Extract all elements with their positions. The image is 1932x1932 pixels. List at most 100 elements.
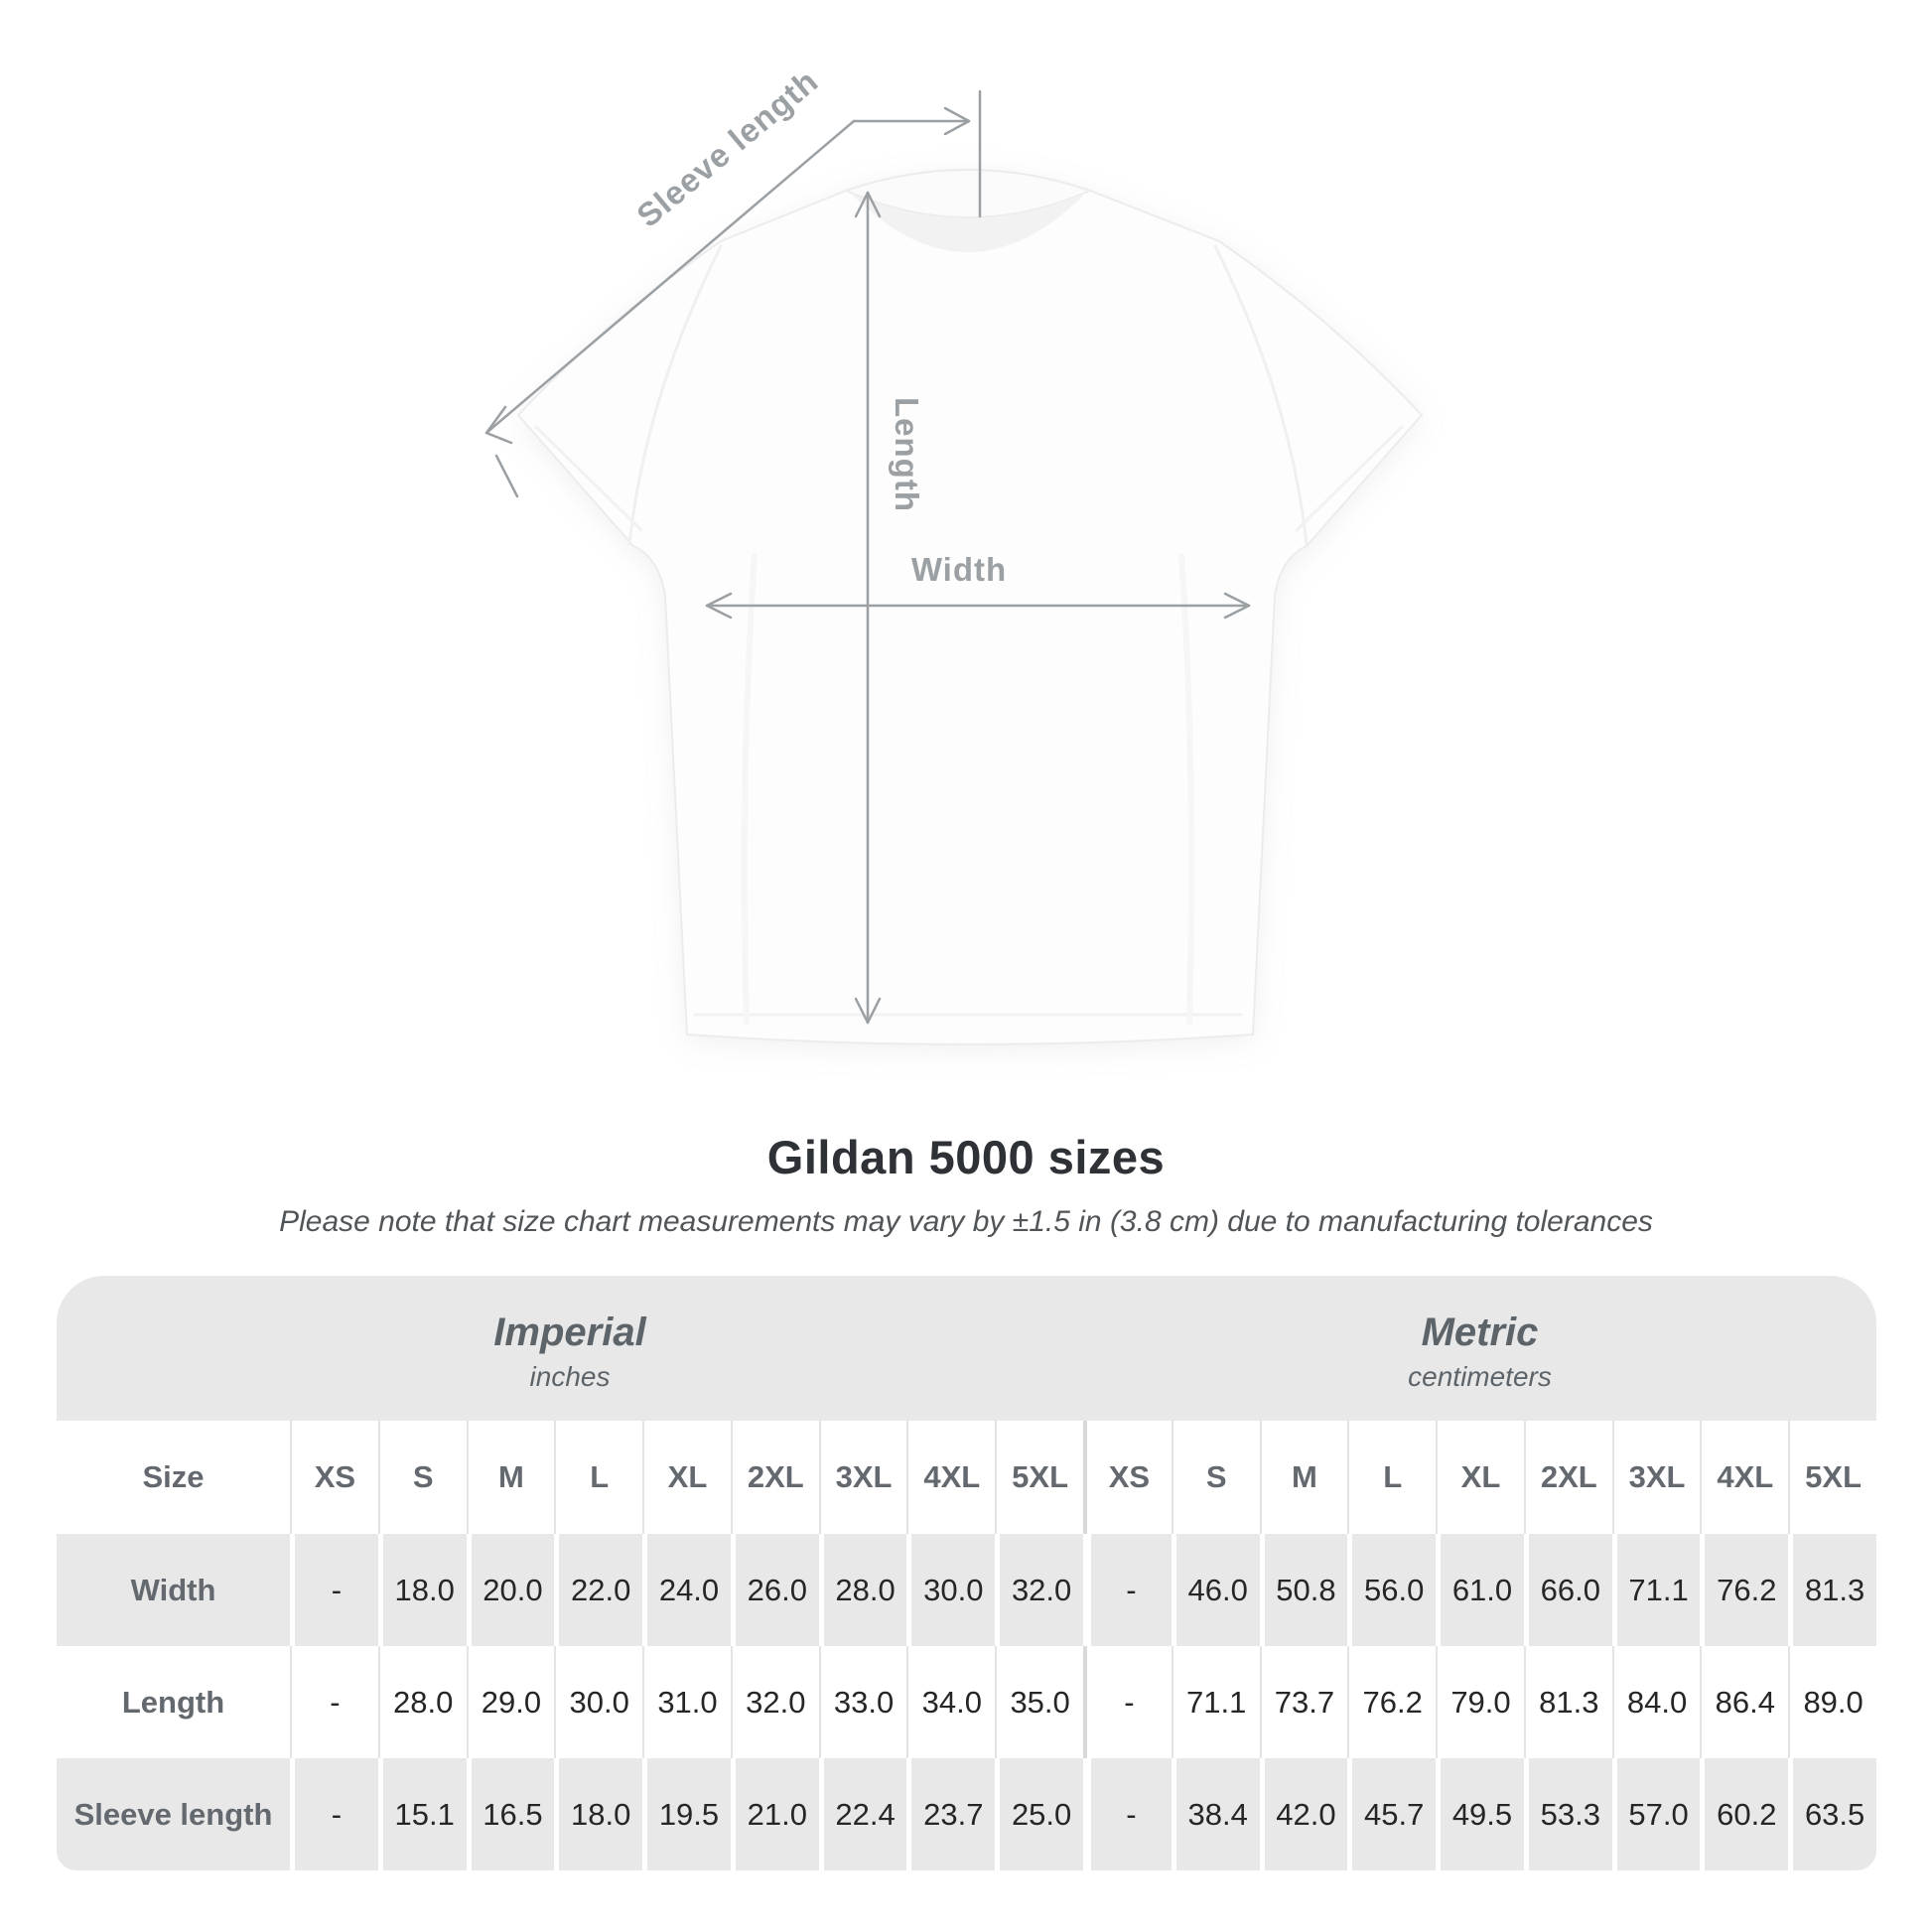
- value-cell: 61.0: [1436, 1534, 1524, 1646]
- length-label: Length: [889, 397, 925, 512]
- value-cell: -: [1083, 1646, 1172, 1758]
- metric-unit: centimeters: [1408, 1360, 1552, 1392]
- header-cell: XL: [1436, 1421, 1524, 1534]
- sleeve-length-label: Sleeve length: [629, 62, 825, 233]
- header-cell: 5XL: [995, 1421, 1083, 1534]
- value-cell: 34.0: [906, 1646, 995, 1758]
- header-cell: 5XL: [1788, 1421, 1876, 1534]
- header-cell: 2XL: [730, 1421, 819, 1534]
- collar-opening: [852, 195, 1084, 252]
- value-cell: 30.0: [554, 1646, 642, 1758]
- width-arrow: [705, 592, 1251, 620]
- units-band: Imperial inches Metric centimeters: [57, 1276, 1876, 1421]
- value-cell: 22.4: [818, 1758, 907, 1870]
- tshirt-measurement-diagram: Sleeve length Length Width: [484, 62, 1424, 1045]
- value-cell: 38.4: [1171, 1758, 1260, 1870]
- value-cell: 45.7: [1347, 1758, 1437, 1870]
- header-cell: XS: [290, 1421, 378, 1534]
- value-cell: -: [1083, 1758, 1172, 1870]
- value-cell: 32.0: [730, 1646, 819, 1758]
- header-cell: L: [554, 1421, 642, 1534]
- value-cell: 71.1: [1611, 1534, 1701, 1646]
- value-cell: 29.0: [466, 1646, 555, 1758]
- header-cell: M: [1259, 1421, 1348, 1534]
- header-cell: M: [466, 1421, 555, 1534]
- page-subtitle: Please note that size chart measurements…: [279, 1205, 1653, 1238]
- value-cell: 56.0: [1347, 1534, 1437, 1646]
- value-cell: 57.0: [1611, 1758, 1701, 1870]
- value-cell: 63.5: [1788, 1758, 1876, 1870]
- value-cell: 84.0: [1611, 1646, 1701, 1758]
- header-cell: 3XL: [818, 1421, 907, 1534]
- imperial-title: Imperial: [493, 1310, 646, 1354]
- header-cell: 2XL: [1523, 1421, 1612, 1534]
- value-cell: 15.1: [377, 1758, 467, 1870]
- table-row-length: Length - 28.0 29.0 30.0 31.0 32.0 33.0 3…: [57, 1646, 1876, 1758]
- length-arrow: [854, 191, 882, 1025]
- header-cell: XS: [1083, 1421, 1172, 1534]
- table-header-row: Size XS S M L XL 2XL 3XL 4XL 5XL XS S M …: [57, 1421, 1876, 1534]
- value-cell: -: [290, 1758, 378, 1870]
- value-cell: 81.3: [1523, 1646, 1612, 1758]
- value-cell: 35.0: [995, 1646, 1083, 1758]
- value-cell: 73.7: [1259, 1646, 1348, 1758]
- value-cell: 89.0: [1788, 1646, 1876, 1758]
- tshirt-graphic: [516, 169, 1424, 1045]
- value-cell: 33.0: [818, 1646, 907, 1758]
- size-chart-panel: Imperial inches Metric centimeters Size …: [57, 1276, 1876, 1870]
- value-cell: 18.0: [554, 1758, 643, 1870]
- table-row-sleeve-length: Sleeve length - 15.1 16.5 18.0 19.5 21.0…: [57, 1758, 1876, 1870]
- value-cell: 31.0: [642, 1646, 731, 1758]
- header-cell: XL: [642, 1421, 731, 1534]
- value-cell: 50.8: [1259, 1534, 1348, 1646]
- value-cell: 49.5: [1436, 1758, 1524, 1870]
- value-cell: 26.0: [730, 1534, 819, 1646]
- value-cell: 19.5: [642, 1758, 731, 1870]
- row-label: Sleeve length: [57, 1758, 290, 1870]
- value-cell: 24.0: [642, 1534, 731, 1646]
- header-cell: S: [377, 1421, 467, 1534]
- metric-group-header: Metric centimeters: [1083, 1276, 1876, 1421]
- page-title: Gildan 5000 sizes: [766, 1131, 1166, 1183]
- value-cell: -: [290, 1646, 378, 1758]
- value-cell: 66.0: [1523, 1534, 1612, 1646]
- value-cell: 21.0: [730, 1758, 819, 1870]
- value-cell: 60.2: [1700, 1758, 1789, 1870]
- header-cell: 3XL: [1611, 1421, 1701, 1534]
- value-cell: 28.0: [818, 1534, 907, 1646]
- value-cell: 76.2: [1700, 1534, 1789, 1646]
- sleeve-length-arrow: [484, 89, 982, 498]
- value-cell: -: [1083, 1534, 1172, 1646]
- imperial-group-header: Imperial inches: [57, 1276, 1083, 1421]
- header-cell: L: [1347, 1421, 1436, 1534]
- header-cell: S: [1171, 1421, 1260, 1534]
- value-cell: 79.0: [1436, 1646, 1524, 1758]
- value-cell: -: [290, 1534, 378, 1646]
- metric-title: Metric: [1421, 1310, 1539, 1354]
- collar-band: [843, 169, 1093, 218]
- row-label: Width: [57, 1534, 290, 1646]
- value-cell: 22.0: [554, 1534, 643, 1646]
- value-cell: 71.1: [1171, 1646, 1260, 1758]
- value-cell: 23.7: [906, 1758, 996, 1870]
- value-cell: 86.4: [1700, 1646, 1788, 1758]
- value-cell: 18.0: [377, 1534, 467, 1646]
- size-column-header: Size: [142, 1459, 205, 1494]
- imperial-unit: inches: [529, 1360, 611, 1392]
- value-cell: 46.0: [1171, 1534, 1260, 1646]
- value-cell: 53.3: [1523, 1758, 1612, 1870]
- row-label: Length: [121, 1684, 225, 1720]
- value-cell: 32.0: [995, 1534, 1083, 1646]
- value-cell: 81.3: [1788, 1534, 1876, 1646]
- header-cell: 4XL: [906, 1421, 995, 1534]
- table-row-width: Width - 18.0 20.0 22.0 24.0 26.0 28.0 30…: [57, 1534, 1876, 1646]
- value-cell: 28.0: [377, 1646, 467, 1758]
- header-cell: 4XL: [1700, 1421, 1788, 1534]
- value-cell: 20.0: [466, 1534, 555, 1646]
- value-cell: 42.0: [1259, 1758, 1348, 1870]
- value-cell: 30.0: [906, 1534, 996, 1646]
- value-cell: 25.0: [995, 1758, 1083, 1870]
- value-cell: 16.5: [466, 1758, 555, 1870]
- width-label: Width: [911, 551, 1007, 588]
